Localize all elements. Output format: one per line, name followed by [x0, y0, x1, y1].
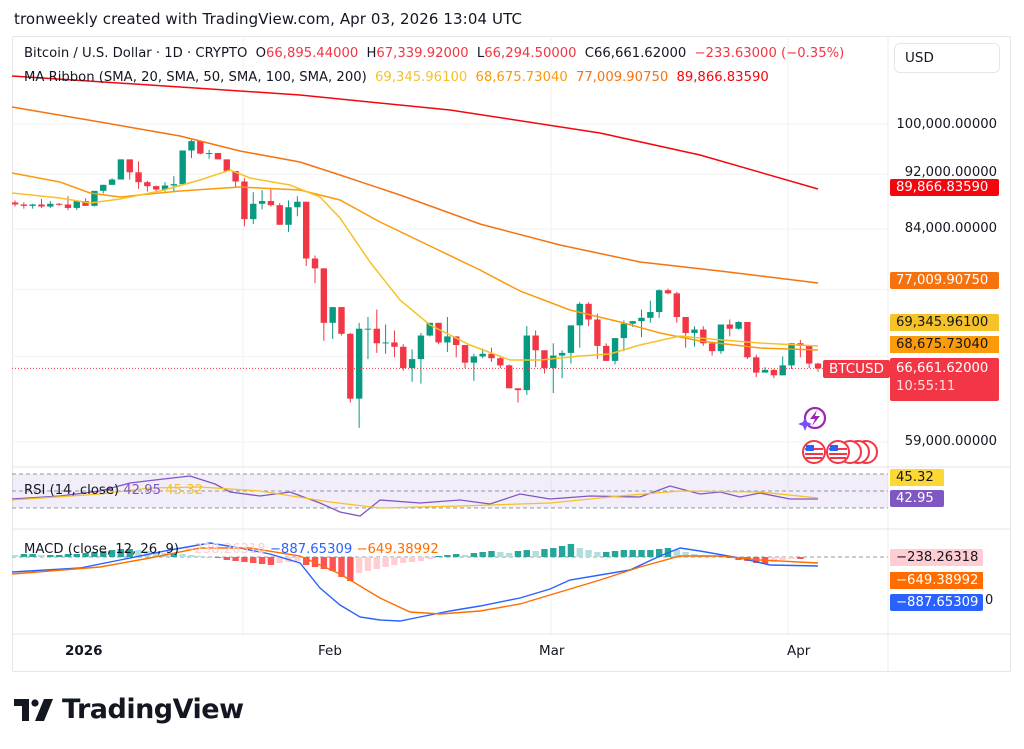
- last-price-tag: 66,661.62000 10:55:11: [890, 358, 999, 401]
- macd-signal-value: −649.38992: [356, 542, 439, 557]
- ma20-value: 69,345.96100: [374, 70, 468, 85]
- symbol-price-tag: BTCUSD: [823, 360, 890, 378]
- us-flag-icon: [826, 440, 850, 464]
- symbol-title: Bitcoin / U.S. Dollar · 1D · CRYPTO: [24, 46, 248, 61]
- ma200-value: 89,866.83590: [676, 70, 769, 85]
- time-tick-feb: Feb: [318, 643, 342, 659]
- price-tick-59000: 59,000.00000: [904, 434, 997, 449]
- ma100-price-tag: 77,009.90750: [890, 272, 999, 289]
- macd-histogram-tag: −238.26318: [890, 549, 983, 566]
- open-label: O: [255, 46, 266, 61]
- macd-signal-tag: −649.38992: [890, 572, 983, 589]
- ma50-value: 68,675.73040: [475, 70, 568, 85]
- time-tick-mar: Mar: [539, 643, 565, 659]
- time-tick-apr: Apr: [787, 643, 811, 659]
- ma-ribbon-label: MA Ribbon (SMA, 20, SMA, 50, SMA, 100, S…: [24, 70, 367, 85]
- price-tick-100000: 100,000.00000: [896, 117, 997, 132]
- close-label: C: [584, 46, 594, 61]
- macd-label: MACD (close, 12, 26, 9): [24, 542, 180, 557]
- rsi-value: 42.95: [123, 483, 162, 498]
- macd-legend[interactable]: MACD (close, 12, 26, 9) −238.26318 −887.…: [24, 542, 439, 557]
- high-label: H: [366, 46, 377, 61]
- rsi-value-tag: 42.95: [890, 490, 944, 507]
- currency-button[interactable]: USD: [894, 43, 1000, 73]
- price-tick-84000: 84,000.00000: [904, 221, 997, 236]
- chart-caption: tronweekly created with TradingView.com,…: [14, 10, 523, 28]
- open-value: 66,895.44000: [265, 46, 359, 61]
- rsi-legend[interactable]: RSI (14, close) 42.95 45.32: [24, 483, 203, 498]
- low-value: 66,294.50000: [484, 46, 577, 61]
- lightning-event-icon[interactable]: [795, 405, 835, 431]
- ma50-price-tag: 68,675.73040: [890, 336, 999, 353]
- tradingview-logo-icon: [14, 698, 53, 721]
- price-tick-92000: 92,000.00000: [904, 165, 997, 180]
- change-value: −233.63000 (−0.35%): [694, 46, 845, 61]
- time-tick-2026: 2026: [65, 643, 103, 659]
- macd-line-value: −887.65309: [269, 542, 353, 557]
- ma-ribbon-legend[interactable]: MA Ribbon (SMA, 20, SMA, 50, SMA, 100, S…: [24, 70, 773, 85]
- ma200-price-tag: 89,866.83590: [890, 179, 999, 196]
- macd-zero-tick: 0: [985, 593, 994, 608]
- macd-histogram-value: −238.26318: [183, 542, 266, 557]
- ma20-price-tag: 69,345.96100: [890, 314, 999, 331]
- rsi-label: RSI (14, close): [24, 483, 120, 498]
- tradingview-wordmark: TradingView: [62, 694, 244, 725]
- symbol-legend: Bitcoin / U.S. Dollar · 1D · CRYPTO O66,…: [24, 46, 848, 61]
- close-value: 66,661.62000: [593, 46, 687, 61]
- last-price-value: 66,661.62000: [896, 361, 989, 376]
- chart-frame: [12, 36, 1011, 672]
- tradingview-logo[interactable]: TradingView: [14, 694, 244, 725]
- low-label: L: [476, 46, 485, 61]
- ma100-value: 77,009.90750: [575, 70, 669, 85]
- price-chart-canvas[interactable]: [12, 36, 1011, 672]
- us-economic-events-icon[interactable]: [800, 438, 880, 466]
- rsi-ma-tag: 45.32: [890, 469, 944, 486]
- high-value: 67,339.92000: [376, 46, 469, 61]
- bar-countdown: 10:55:11: [896, 379, 956, 394]
- macd-line-tag: −887.65309: [890, 594, 983, 611]
- rsi-ma-value: 45.32: [165, 483, 203, 498]
